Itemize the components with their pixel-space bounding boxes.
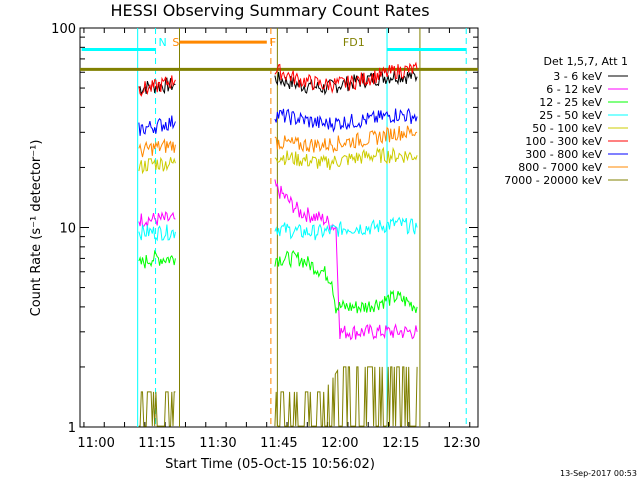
x-tick-label: 11:00 bbox=[77, 436, 114, 451]
legend-entry-label: 6 - 12 keV bbox=[546, 83, 602, 96]
series-line-7000-20000-keV bbox=[274, 366, 418, 427]
series-line-100-300-keV bbox=[138, 75, 176, 97]
series-line-3-6-keV bbox=[274, 69, 418, 96]
x-axis-label: Start Time (05-Oct-15 10:56:02) bbox=[165, 457, 375, 472]
annotation-label: F bbox=[270, 36, 276, 49]
x-tick-label: 12:00 bbox=[321, 436, 358, 451]
plot-area: 1 10 100 11:00 11:15 11:30 11:45 12:00 12:15 12:3… bbox=[51, 22, 480, 451]
y-tick-label: 100 bbox=[51, 22, 76, 37]
y-tick-label: 10 bbox=[59, 222, 76, 237]
x-tick-label: 11:45 bbox=[260, 436, 297, 451]
y-axis-label: Count Rate (s⁻¹ detector⁻¹) bbox=[29, 140, 44, 317]
series-line-100-300-keV bbox=[274, 61, 418, 94]
chart-title: HESSI Observing Summary Count Rates bbox=[110, 1, 429, 20]
legend-entry-label: 3 - 6 keV bbox=[553, 70, 602, 83]
legend-title: Det 1,5,7, Att 1 bbox=[544, 55, 628, 68]
annotation-label: N bbox=[159, 36, 167, 49]
legend-entry-label: 100 - 300 keV bbox=[525, 135, 602, 148]
series-line-300-800-keV bbox=[138, 115, 176, 136]
x-tick-label: 11:15 bbox=[138, 436, 175, 451]
x-tick-label: 12:15 bbox=[382, 436, 419, 451]
series-line-50-100-keV bbox=[274, 146, 418, 171]
series-line-7000-20000-keV bbox=[138, 391, 176, 427]
series-line-25-50-keV bbox=[138, 224, 176, 242]
x-tick-label: 12:30 bbox=[443, 436, 480, 451]
x-tick-label: 11:30 bbox=[199, 436, 236, 451]
annotation-label: FD1 bbox=[343, 36, 365, 49]
series-line-300-800-keV bbox=[274, 107, 418, 133]
series-line-12-25-keV bbox=[274, 249, 418, 314]
legend-entry-label: 7000 - 20000 keV bbox=[504, 174, 602, 187]
legend-entry-label: 25 - 50 keV bbox=[539, 109, 602, 122]
series-line-12-25-keV bbox=[138, 249, 176, 269]
legend-entry-label: 12 - 25 keV bbox=[539, 96, 602, 109]
footer-timestamp: 13-Sep-2017 00:53 bbox=[560, 469, 637, 478]
y-tick-label: 1 bbox=[68, 421, 76, 436]
annotation-label: S bbox=[172, 36, 179, 49]
legend-entry-label: 50 - 100 keV bbox=[532, 122, 602, 135]
legend-entry-label: 300 - 800 keV bbox=[525, 148, 602, 161]
series-line-800-7000-keV bbox=[274, 125, 418, 154]
series-line-6-12-keV bbox=[274, 179, 418, 341]
series-line-25-50-keV bbox=[274, 216, 418, 241]
legend-entry-label: 800 - 7000 keV bbox=[518, 161, 602, 174]
series-line-800-7000-keV bbox=[138, 138, 176, 158]
series-line-6-12-keV bbox=[138, 211, 176, 228]
series-line-50-100-keV bbox=[138, 156, 176, 175]
